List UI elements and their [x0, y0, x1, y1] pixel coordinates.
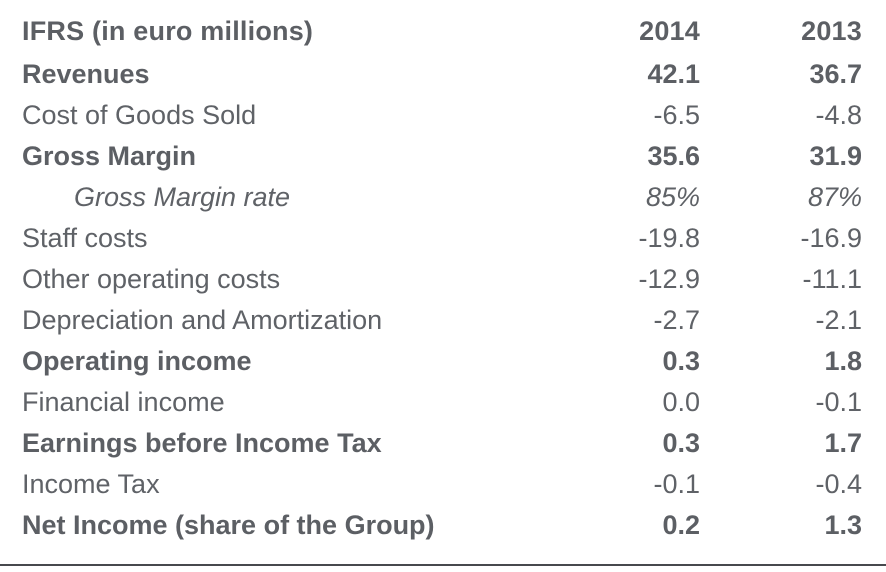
row-value-2014: -6.5	[653, 100, 700, 130]
table-row: Gross Margin 35.6 31.9	[22, 136, 862, 177]
row-value-2013: -11.1	[802, 264, 862, 294]
table-header-year-2014: 2014	[639, 15, 700, 46]
row-label: Operating income	[22, 346, 252, 376]
table-row: Staff costs -19.8 -16.9	[22, 218, 862, 259]
row-label: Staff costs	[22, 223, 148, 253]
row-value-2013: -16.9	[800, 223, 862, 253]
row-value-2014: -2.7	[653, 305, 700, 335]
row-value-2013: 36.7	[809, 59, 862, 89]
table-row: Operating income 0.3 1.8	[22, 341, 862, 382]
row-label: Gross Margin	[22, 141, 197, 171]
row-label: Financial income	[22, 387, 225, 417]
row-value-2014: 42.1	[647, 59, 700, 89]
row-label: Net Income (share of the Group)	[22, 510, 435, 540]
row-label: Depreciation and Amortization	[22, 305, 383, 335]
table-row: Gross Margin rate 85% 87%	[22, 177, 862, 218]
row-value-2014: 35.6	[647, 141, 700, 171]
row-label: Income Tax	[22, 469, 160, 499]
table-row: Net Income (share of the Group) 0.2 1.3	[22, 505, 862, 546]
row-value-2013: 31.9	[809, 141, 862, 171]
row-value-2014: 0.3	[662, 346, 700, 376]
table-row: Earnings before Income Tax 0.3 1.7	[22, 423, 862, 464]
row-label: Cost of Goods Sold	[22, 100, 257, 130]
row-value-2014: -12.9	[638, 264, 700, 294]
table-row: Revenues 42.1 36.7	[22, 54, 862, 95]
row-label: Revenues	[22, 59, 150, 89]
row-label: Gross Margin rate	[74, 182, 291, 212]
table-header-row: IFRS (in euro millions) 2014 2013	[22, 8, 862, 54]
income-statement-page: IFRS (in euro millions) 2014 2013 Revenu…	[0, 8, 886, 572]
row-label: Earnings before Income Tax	[22, 428, 382, 458]
row-value-2013: 1.8	[824, 346, 862, 376]
row-value-2013: 1.3	[824, 510, 862, 540]
row-value-2013: -0.1	[815, 387, 862, 417]
row-value-2013: -4.8	[815, 100, 862, 130]
table-header-label: IFRS (in euro millions)	[22, 15, 314, 46]
row-value-2013: 87%	[807, 182, 862, 212]
row-value-2014: -0.1	[653, 469, 700, 499]
table-row: Cost of Goods Sold -6.5 -4.8	[22, 95, 862, 136]
row-value-2014: -19.8	[638, 223, 700, 253]
row-value-2014: 0.0	[662, 387, 700, 417]
income-statement-table: IFRS (in euro millions) 2014 2013 Revenu…	[22, 8, 862, 546]
row-value-2014: 0.3	[662, 428, 700, 458]
row-value-2013: 1.7	[824, 428, 862, 458]
row-value-2014: 0.2	[662, 510, 700, 540]
row-label: Other operating costs	[22, 264, 281, 294]
bottom-divider	[0, 564, 886, 566]
row-value-2014: 85%	[645, 182, 700, 212]
table-row: Other operating costs -12.9 -11.1	[22, 259, 862, 300]
table-row: Income Tax -0.1 -0.4	[22, 464, 862, 505]
table-row: Financial income 0.0 -0.1	[22, 382, 862, 423]
row-value-2013: -2.1	[815, 305, 862, 335]
row-value-2013: -0.4	[815, 469, 862, 499]
table-row: Depreciation and Amortization -2.7 -2.1	[22, 300, 862, 341]
table-header-year-2013: 2013	[801, 15, 862, 46]
